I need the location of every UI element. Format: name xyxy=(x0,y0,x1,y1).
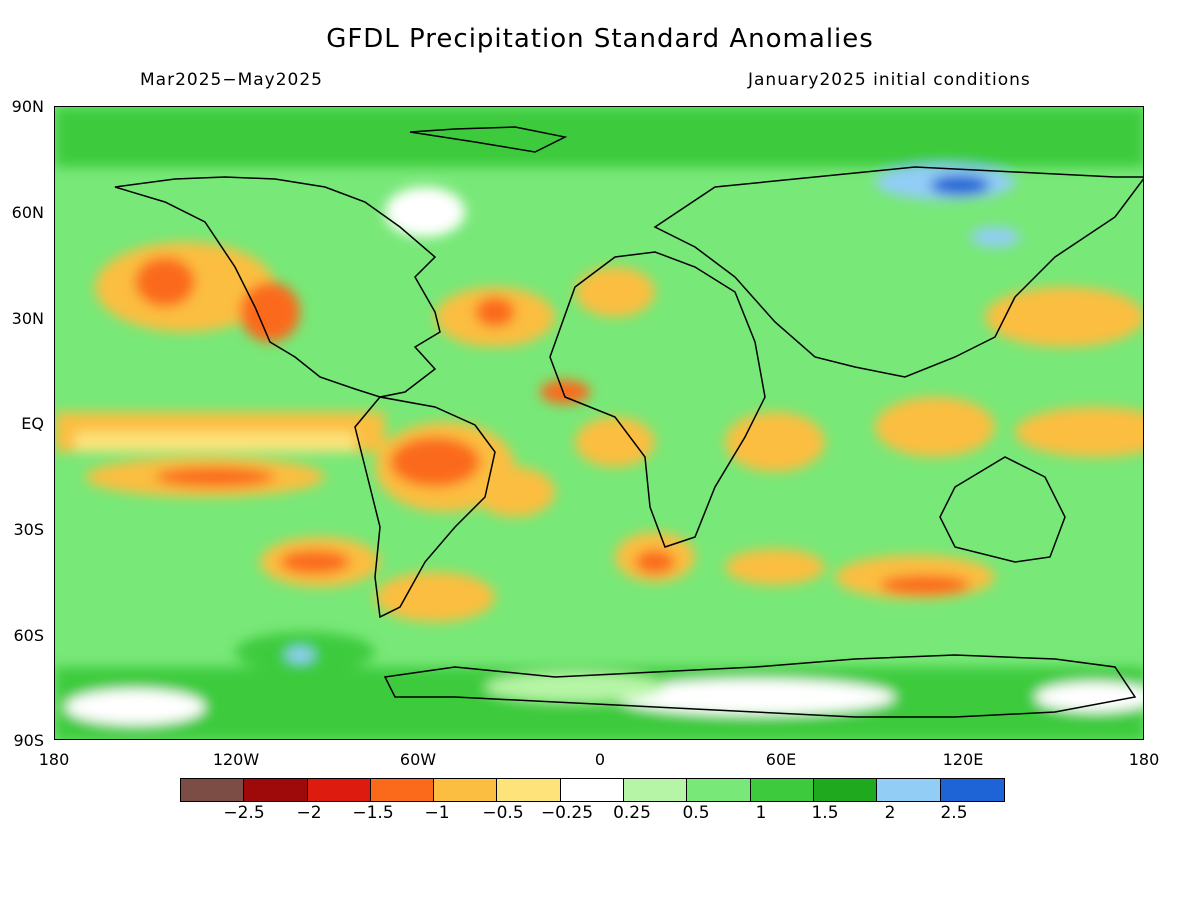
legend-label: 0.5 xyxy=(682,803,710,823)
legend-swatch xyxy=(750,779,814,801)
lat-tick-60n: 60N xyxy=(11,203,44,222)
forecast-period: Mar2025−May2025 xyxy=(140,70,323,90)
legend-swatch xyxy=(497,779,561,801)
legend-label: 2 xyxy=(884,803,896,823)
legend-swatch xyxy=(307,779,371,801)
lon-tick-180e: 180 xyxy=(1128,750,1160,769)
anomaly-map xyxy=(54,106,1144,740)
legend-label: −0.5 xyxy=(482,803,524,823)
map-title: GFDL Precipitation Standard Anomalies xyxy=(326,24,874,54)
lon-tick-120w: 120W xyxy=(212,750,260,769)
legend-label: −1 xyxy=(424,803,450,823)
lon-tick-0: 0 xyxy=(594,750,606,769)
legend-label: 2.5 xyxy=(940,803,968,823)
legend-label: 0.25 xyxy=(613,803,651,823)
legend-swatch xyxy=(624,779,688,801)
coastlines xyxy=(114,126,1143,718)
anomaly-field xyxy=(55,107,1143,739)
color-legend xyxy=(180,778,1005,802)
lon-tick-180w: 180 xyxy=(38,750,70,769)
lat-tick-eq: EQ xyxy=(21,414,44,433)
lon-tick-60e: 60E xyxy=(765,750,797,769)
legend-label: −1.5 xyxy=(352,803,394,823)
legend-label: 1 xyxy=(755,803,767,823)
legend-swatch xyxy=(370,779,435,801)
legend-label: −2 xyxy=(296,803,322,823)
lat-tick-60s: 60S xyxy=(13,626,44,645)
legend-label: −0.25 xyxy=(540,803,594,823)
legend-swatch xyxy=(877,779,941,801)
lon-tick-60w: 60W xyxy=(399,750,437,769)
legend-swatch xyxy=(181,779,245,801)
legend-swatch xyxy=(244,779,308,801)
lat-tick-30s: 30S xyxy=(13,520,44,539)
legend-label: 1.5 xyxy=(811,803,839,823)
legend-swatch xyxy=(434,779,498,801)
legend-swatch xyxy=(940,779,1004,801)
legend-swatch xyxy=(813,779,878,801)
lon-tick-120e: 120E xyxy=(942,750,984,769)
initial-conditions: January2025 initial conditions xyxy=(748,70,1031,90)
legend-swatch xyxy=(687,779,751,801)
legend-label: −2.5 xyxy=(223,803,265,823)
lat-tick-30n: 30N xyxy=(11,309,44,328)
lat-tick-90s: 90S xyxy=(13,731,44,750)
lat-tick-90n: 90N xyxy=(11,97,44,116)
legend-swatch xyxy=(560,779,625,801)
